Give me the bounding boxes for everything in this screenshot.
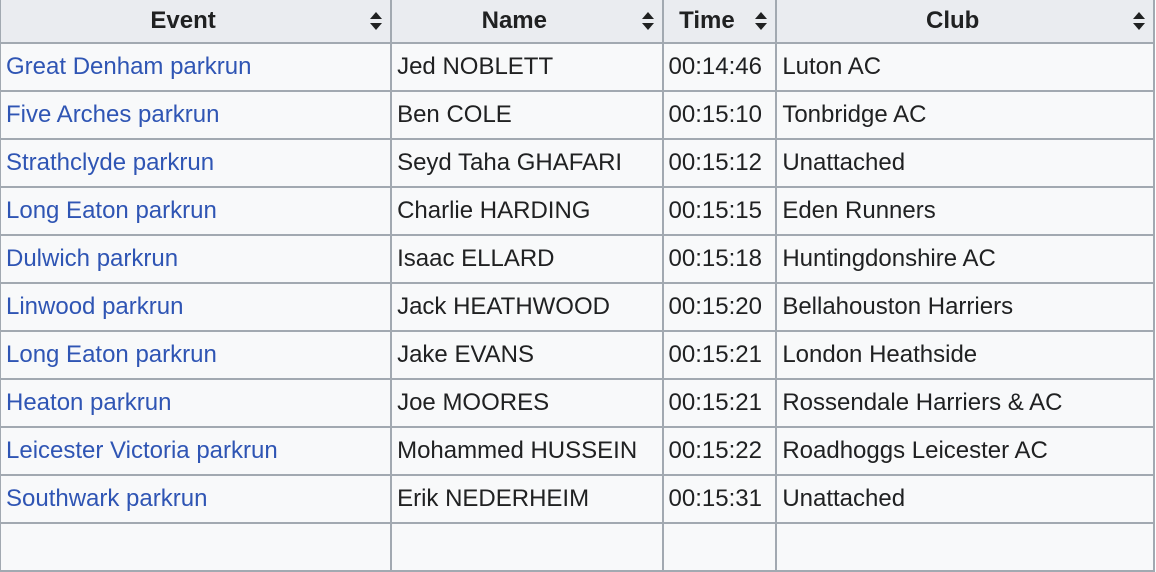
cell-event: Five Arches parkrun (0, 90, 393, 140)
cell-time: 00:15:31 (661, 474, 778, 524)
column-header-name[interactable]: Name (390, 0, 664, 44)
event-link[interactable]: Long Eaton parkrun (6, 197, 217, 224)
column-header-label: Time (679, 7, 735, 34)
column-header-label: Name (481, 7, 547, 34)
cell-event: Long Eaton parkrun (0, 330, 393, 380)
cell-club: Huntingdonshire AC (775, 234, 1155, 284)
cell-time: 00:15:15 (661, 186, 778, 236)
cell (661, 522, 778, 572)
event-link[interactable]: Great Denham parkrun (6, 53, 252, 80)
cell-time: 00:14:46 (661, 42, 778, 92)
table-row: Southwark parkrun Erik NEDERHEIM 00:15:31 U… (0, 474, 1155, 524)
cell (0, 522, 393, 572)
event-link[interactable]: Dulwich parkrun (6, 245, 179, 272)
cell (390, 522, 664, 572)
cell-name: Seyd Taha GHAFARI (390, 138, 664, 188)
cell-club: London Heathside (775, 330, 1155, 380)
cell-event: Linwood parkrun (0, 282, 393, 332)
cell-event: Great Denham parkrun (0, 42, 393, 92)
table-row: Leicester Victoria parkrun Mohammed HUSSE… (0, 426, 1155, 476)
column-header-time[interactable]: Time (661, 0, 778, 44)
column-header-event[interactable]: Event (0, 0, 393, 44)
cell-club: Rossendale Harriers & AC (775, 378, 1155, 428)
cell-club: Roadhoggs Leicester AC (775, 426, 1155, 476)
table-row (0, 522, 1155, 572)
header-row: Event Name Time Club (0, 0, 1155, 44)
cell-club: Luton AC (775, 42, 1155, 92)
cell-event: Dulwich parkrun (0, 234, 393, 284)
table-row: Heaton parkrun Joe MOORES 00:15:21 Rossenda… (0, 378, 1155, 428)
cell-club: Unattached (775, 474, 1155, 524)
table-row: Five Arches parkrun Ben COLE 00:15:10 Tonbr… (0, 90, 1155, 140)
table-row: Linwood parkrun Jack HEATHWOOD 00:15:20 Bel… (0, 282, 1155, 332)
cell-name: Isaac ELLARD (390, 234, 664, 284)
cell-club: Eden Runners (775, 186, 1155, 236)
cell-name: Jake EVANS (390, 330, 664, 380)
cell-time: 00:15:12 (661, 138, 778, 188)
table-row: Dulwich parkrun Isaac ELLARD 00:15:18 Hunti… (0, 234, 1155, 284)
sort-icon[interactable] (755, 12, 768, 30)
cell-time: 00:15:20 (661, 282, 778, 332)
cell-club: Tonbridge AC (775, 90, 1155, 140)
cell-event: Southwark parkrun (0, 474, 393, 524)
cell-club: Unattached (775, 138, 1155, 188)
cell-name: Jack HEATHWOOD (390, 282, 664, 332)
event-link[interactable]: Southwark parkrun (6, 485, 208, 512)
event-link[interactable]: Leicester Victoria parkrun (6, 437, 278, 464)
column-header-club[interactable]: Club (775, 0, 1155, 44)
sort-icon[interactable] (641, 12, 654, 30)
cell-name: Jed NOBLETT (390, 42, 664, 92)
cell-name: Charlie HARDING (390, 186, 664, 236)
cell (775, 522, 1155, 572)
cell-time: 00:15:21 (661, 330, 778, 380)
cell-event: Leicester Victoria parkrun (0, 426, 393, 476)
cell-time: 00:15:22 (661, 426, 778, 476)
cell-time: 00:15:18 (661, 234, 778, 284)
table-row: Long Eaton parkrun Charlie HARDING 00:15:1… (0, 186, 1155, 236)
cell-event: Heaton parkrun (0, 378, 393, 428)
cell-club: Bellahouston Harriers (775, 282, 1155, 332)
table-row: Great Denham parkrun Jed NOBLETT 00:14:46 L… (0, 42, 1155, 92)
column-header-label: Club (925, 7, 980, 34)
column-header-label: Event (150, 7, 216, 34)
event-link[interactable]: Strathclyde parkrun (6, 149, 215, 176)
event-link[interactable]: Five Arches parkrun (6, 101, 220, 128)
cell-time: 00:15:10 (661, 90, 778, 140)
sort-icon[interactable] (370, 12, 383, 30)
table-row: Strathclyde parkrun Seyd Taha GHAFARI 00:1… (0, 138, 1155, 188)
cell-name: Mohammed HUSSEIN (390, 426, 664, 476)
cell-name: Ben COLE (390, 90, 664, 140)
event-link[interactable]: Linwood parkrun (6, 293, 184, 320)
cell-event: Long Eaton parkrun (0, 186, 393, 236)
event-link[interactable]: Long Eaton parkrun (6, 341, 217, 368)
table-row: Long Eaton parkrun Jake EVANS 00:15:21 Lond… (0, 330, 1155, 380)
cell-event: Strathclyde parkrun (0, 138, 393, 188)
cell-time: 00:15:21 (661, 378, 778, 428)
event-link[interactable]: Heaton parkrun (6, 389, 172, 416)
sort-icon[interactable] (1133, 12, 1145, 30)
cell-name: Erik NEDERHEIM (390, 474, 664, 524)
cell-name: Joe MOORES (390, 378, 664, 428)
